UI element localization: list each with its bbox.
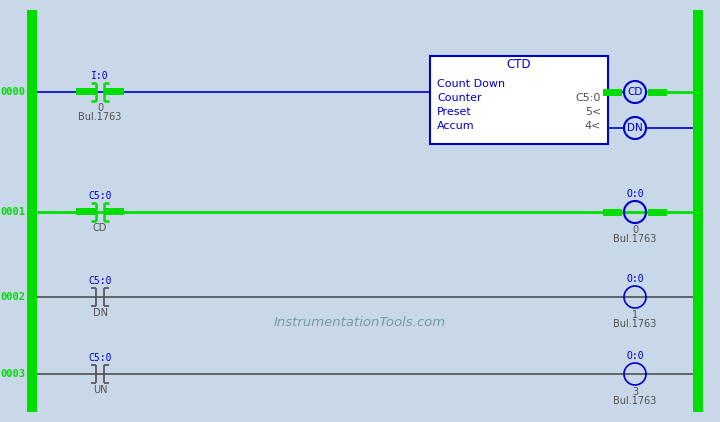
Text: C5:0: C5:0 bbox=[89, 276, 112, 286]
Bar bbox=[104, 208, 124, 215]
Text: 0001: 0001 bbox=[0, 207, 25, 217]
Text: CD: CD bbox=[93, 223, 107, 233]
Text: InstrumentationTools.com: InstrumentationTools.com bbox=[274, 316, 446, 328]
Bar bbox=[603, 208, 622, 216]
Bar bbox=[648, 89, 667, 95]
Text: Bul.1763: Bul.1763 bbox=[613, 234, 657, 244]
Bar bbox=[27, 10, 37, 412]
Text: C5:0: C5:0 bbox=[89, 191, 112, 201]
Text: 0: 0 bbox=[97, 103, 103, 113]
Text: C5:0: C5:0 bbox=[575, 93, 601, 103]
Text: O:0: O:0 bbox=[626, 274, 644, 284]
Bar bbox=[104, 88, 124, 95]
Text: 3: 3 bbox=[632, 387, 638, 397]
Bar bbox=[430, 56, 608, 144]
Text: DN: DN bbox=[92, 308, 107, 318]
Text: Preset: Preset bbox=[437, 107, 472, 117]
Bar bbox=[693, 10, 703, 412]
Text: O:0: O:0 bbox=[626, 189, 644, 199]
Text: 0003: 0003 bbox=[0, 369, 25, 379]
Bar bbox=[76, 88, 96, 95]
Text: Count Down: Count Down bbox=[437, 79, 505, 89]
Text: Accum: Accum bbox=[437, 121, 474, 131]
Bar bbox=[603, 89, 622, 95]
Text: CTD: CTD bbox=[507, 57, 531, 70]
Text: UN: UN bbox=[93, 385, 107, 395]
Text: Bul.1763: Bul.1763 bbox=[613, 319, 657, 329]
Bar bbox=[648, 208, 667, 216]
Text: DN: DN bbox=[627, 123, 643, 133]
Text: Counter: Counter bbox=[437, 93, 482, 103]
Text: 0002: 0002 bbox=[0, 292, 25, 302]
Text: 0000: 0000 bbox=[0, 87, 25, 97]
Text: Bul.1763: Bul.1763 bbox=[613, 396, 657, 406]
Text: C5:0: C5:0 bbox=[89, 353, 112, 363]
Text: 1: 1 bbox=[632, 310, 638, 320]
Text: Bul.1763: Bul.1763 bbox=[78, 112, 122, 122]
Text: 5<: 5< bbox=[585, 107, 601, 117]
Text: I:0: I:0 bbox=[91, 71, 109, 81]
Text: O:0: O:0 bbox=[626, 351, 644, 361]
Text: CD: CD bbox=[627, 87, 643, 97]
Bar bbox=[76, 208, 96, 215]
Text: 0: 0 bbox=[632, 225, 638, 235]
Text: 4<: 4< bbox=[585, 121, 601, 131]
